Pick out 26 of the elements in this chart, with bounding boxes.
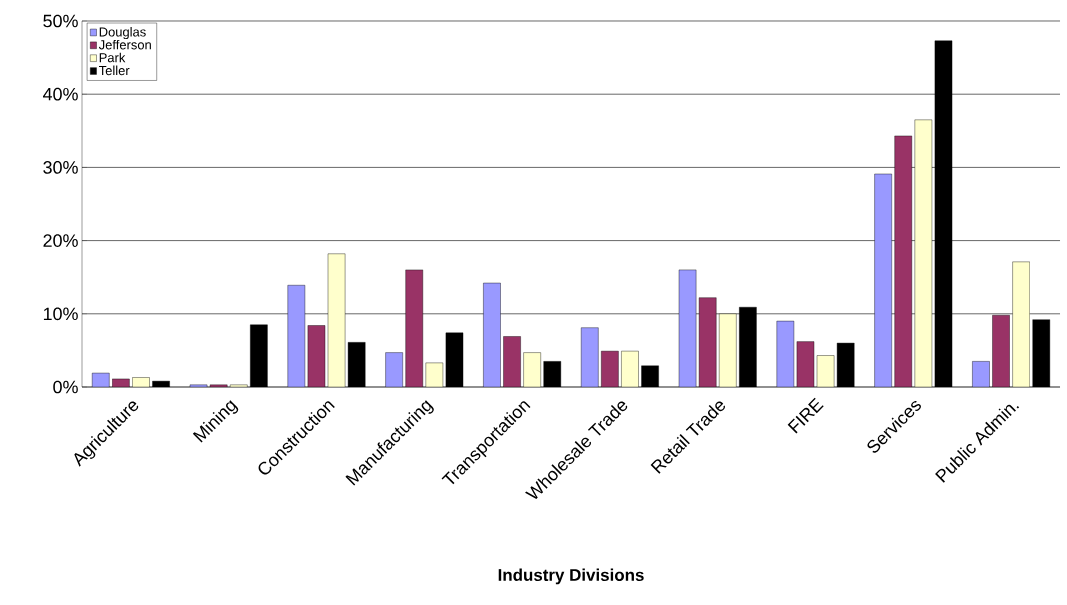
bar — [719, 313, 737, 387]
bar — [523, 352, 541, 387]
bar — [874, 173, 892, 387]
bar — [894, 135, 913, 387]
y-tick-label: 50% — [43, 14, 78, 28]
legend-label: Teller — [99, 65, 130, 76]
bar — [581, 327, 599, 387]
legend-label: Park — [99, 52, 126, 63]
bar — [1012, 261, 1030, 387]
bar — [698, 297, 717, 387]
y-tick-label: 0% — [53, 380, 78, 394]
legend-label: Jefferson — [98, 39, 151, 50]
bar — [405, 269, 424, 387]
bar — [503, 336, 521, 387]
y-tick-label: 20% — [43, 234, 78, 247]
bar — [385, 352, 403, 387]
y-tick-label: 10% — [43, 307, 78, 321]
x-axis-title: Industry Divisions — [498, 568, 644, 585]
bar — [776, 320, 795, 387]
bar — [287, 285, 306, 387]
legend-label: Douglas — [99, 27, 146, 40]
y-tick-label: 40% — [42, 87, 78, 101]
bar — [914, 119, 933, 387]
bar — [992, 315, 1010, 387]
y-tick-label: 30% — [43, 161, 78, 174]
bar — [483, 282, 501, 387]
